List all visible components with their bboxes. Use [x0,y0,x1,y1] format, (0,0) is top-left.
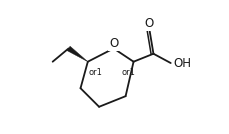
Text: or1: or1 [88,68,102,77]
Text: O: O [144,17,153,30]
Polygon shape [67,46,87,62]
Text: O: O [109,37,118,50]
Text: OH: OH [173,57,191,70]
Text: or1: or1 [121,68,135,77]
